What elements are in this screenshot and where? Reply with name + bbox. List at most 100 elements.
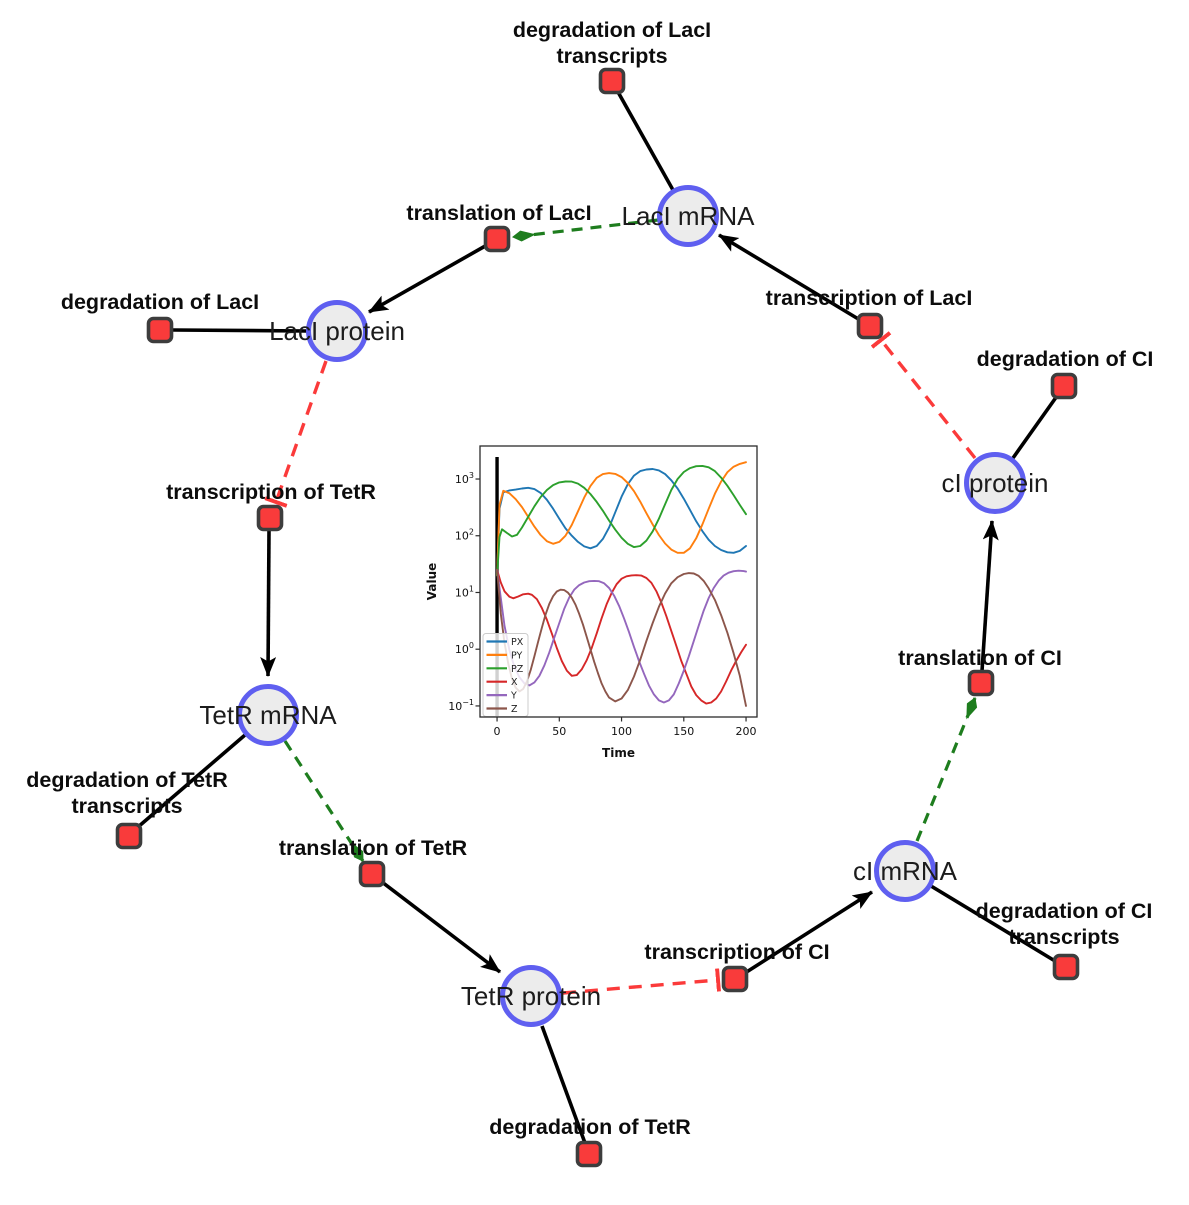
legend-label-PZ: PZ <box>511 664 524 675</box>
reaction-label-degradation-of-ci-transcripts: degradation of CI transcripts <box>976 899 1153 949</box>
edge-modifier-laci-mrna-to-translation-of-laci <box>512 218 659 242</box>
edge-consumption-ci-protein-to-degradation-of-ci <box>1011 394 1059 460</box>
x-axis-label: Time <box>602 746 635 760</box>
edge-consumption-degradation-of-laci-transcripts-to-laci-mrna <box>616 91 675 191</box>
reaction-node-degradation-of-laci-transcripts <box>598 67 626 95</box>
species-label-laci-protein: LacI protein <box>269 316 405 346</box>
y-tick-base: 10 <box>455 643 469 656</box>
reaction-label-line: degradation of CI <box>976 899 1153 923</box>
reaction-label-degradation-of-tetr: degradation of TetR <box>489 1115 691 1139</box>
chart-series-PY <box>496 461 747 577</box>
reaction-label-line: transcripts <box>1008 925 1119 949</box>
reaction-label-line: transcription of LacI <box>766 286 973 310</box>
chart-series-Y <box>496 568 747 704</box>
x-tick-label: 100 <box>611 725 632 738</box>
reaction-label-line: degradation of LacI <box>61 290 259 314</box>
edge-consumption-ci-mrna-to-degradation-of-ci-transcripts <box>930 884 1056 963</box>
species-label-ci-protein: cI protein <box>942 468 1049 498</box>
reaction-node-degradation-of-ci <box>1050 372 1078 400</box>
reaction-node-degradation-of-laci <box>146 316 174 344</box>
species-node-laci-protein <box>306 300 368 362</box>
y-tick-base: 10 <box>455 530 469 543</box>
y-tick-label: 102 <box>455 528 474 543</box>
reaction-label-line: transcription of TetR <box>166 480 376 504</box>
edge-production-transcription-of-laci-to-laci-mrna <box>718 233 861 322</box>
reaction-node-translation-of-tetr <box>358 860 386 888</box>
species-node-tetr-protein <box>500 965 562 1027</box>
species-node-ci-protein <box>964 452 1026 514</box>
reaction-label-transcription-of-tetr: transcription of TetR <box>166 480 376 504</box>
y-axis-label: Value <box>425 563 439 601</box>
reaction-label-transcription-of-laci: transcription of LacI <box>766 286 973 310</box>
species-node-tetr-mrna <box>237 684 299 746</box>
reaction-label-translation-of-tetr: translation of TetR <box>279 836 468 860</box>
reaction-label-line: translation of LacI <box>406 201 591 225</box>
edge-modifier-ci-mrna-to-translation-of-ci <box>915 697 978 842</box>
edge-production-transcription-of-ci-to-ci-mrna <box>744 890 873 975</box>
species-label-tetr-protein: TetR protein <box>461 981 601 1011</box>
edge-consumption-tetr-mrna-to-degradation-of-tetr-transcripts <box>136 733 247 829</box>
reaction-label-translation-of-ci: translation of CI <box>898 646 1062 670</box>
reaction-label-degradation-of-tetr-transcripts: degradation of TetR transcripts <box>26 768 228 818</box>
y-tick-exponent: 2 <box>469 528 474 537</box>
species-layer <box>237 185 1026 1027</box>
reaction-node-degradation-of-tetr <box>575 1140 603 1168</box>
reaction-node-transcription-of-tetr <box>256 504 284 532</box>
reaction-label-line: transcripts <box>556 44 667 68</box>
reaction-node-transcription-of-laci <box>856 312 884 340</box>
edge-inhibition-laci-protein-to-transcription-of-tetr <box>264 360 328 508</box>
reaction-label-line: translation of CI <box>898 646 1062 670</box>
legend-label-Z: Z <box>511 704 518 715</box>
edge-inhibition-tetr-protein-to-transcription-of-ci <box>562 968 721 995</box>
edge-consumption-laci-protein-to-degradation-of-laci <box>172 328 308 333</box>
reactions-layer <box>115 67 1080 1168</box>
y-tick-label: 101 <box>455 584 474 599</box>
y-tick-label: 100 <box>455 641 474 656</box>
legend-label-X: X <box>511 677 518 688</box>
edge-modifier-tetr-mrna-to-translation-of-tetr <box>283 740 365 862</box>
reaction-node-transcription-of-ci <box>721 965 749 993</box>
reaction-label-line: transcripts <box>71 794 182 818</box>
legend-label-Y: Y <box>510 691 517 702</box>
x-tick-label: 150 <box>673 725 694 738</box>
chart-series-PX <box>496 468 747 577</box>
edge-production-translation-of-laci-to-laci-protein <box>368 243 488 314</box>
reaction-label-line: transcription of CI <box>644 940 829 964</box>
y-tick-base: 10 <box>455 586 469 599</box>
species-label-ci-mrna: cI mRNA <box>853 856 958 886</box>
labels-layer: LacI mRNA LacI protein TetR mRNA TetR prote… <box>26 18 1153 1139</box>
species-label-tetr-mrna: TetR mRNA <box>199 700 337 730</box>
chart-series-X <box>496 568 747 705</box>
y-tick-exponent: 0 <box>469 641 474 650</box>
reaction-node-degradation-of-ci-transcripts <box>1052 953 1080 981</box>
y-tick-label: 103 <box>455 471 474 486</box>
y-tick-base: 10 <box>455 473 469 486</box>
reaction-node-degradation-of-tetr-transcripts <box>115 822 143 850</box>
reaction-label-line: degradation of TetR <box>26 768 228 792</box>
reaction-label-degradation-of-laci-transcripts: degradation of LacI transcripts <box>513 18 711 68</box>
reaction-node-translation-of-laci <box>483 225 511 253</box>
y-tick-exponent: 3 <box>469 471 474 480</box>
y-tick-label: 10−1 <box>448 698 474 713</box>
edge-production-transcription-of-tetr-to-tetr-mrna <box>260 530 277 677</box>
y-tick-exponent: 1 <box>469 584 474 593</box>
edges-layer <box>136 91 1059 1144</box>
chart-plot-border <box>479 445 758 718</box>
edge-inhibition-ci-protein-to-transcription-of-laci <box>870 331 977 460</box>
reaction-label-line: degradation of CI <box>977 347 1154 371</box>
x-tick-label: 0 <box>494 725 501 738</box>
edge-production-translation-of-tetr-to-tetr-protein <box>380 880 502 974</box>
reaction-label-transcription-of-ci: transcription of CI <box>644 940 829 964</box>
reaction-label-line: translation of TetR <box>279 836 468 860</box>
x-tick-label: 50 <box>552 725 566 738</box>
reaction-label-line: degradation of TetR <box>489 1115 691 1139</box>
y-tick-exponent: −1 <box>462 698 474 707</box>
x-tick-label: 200 <box>736 725 757 738</box>
species-label-laci-mrna: LacI mRNA <box>622 201 756 231</box>
y-tick-base: 10 <box>448 700 462 713</box>
edge-consumption-tetr-protein-to-degradation-of-tetr <box>540 1025 587 1144</box>
reaction-label-line: degradation of LacI <box>513 18 711 42</box>
